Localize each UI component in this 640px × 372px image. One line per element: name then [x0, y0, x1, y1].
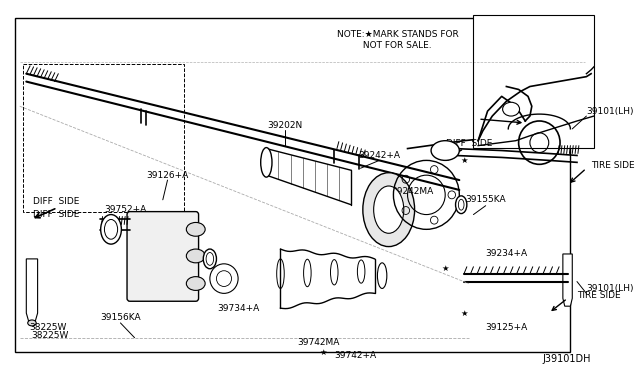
Text: NOT FOR SALE.: NOT FOR SALE. [337, 41, 431, 49]
Text: 39126+A: 39126+A [147, 171, 189, 180]
Ellipse shape [28, 320, 36, 326]
Ellipse shape [186, 277, 205, 291]
Text: TIRE SIDE: TIRE SIDE [577, 291, 621, 300]
Text: 39101(LH): 39101(LH) [586, 284, 634, 293]
Ellipse shape [206, 253, 214, 265]
Text: 39125+A: 39125+A [485, 323, 527, 332]
Ellipse shape [363, 173, 415, 247]
Ellipse shape [100, 215, 122, 244]
Bar [24, 64, 184, 212]
Text: 39734+A: 39734+A [217, 304, 259, 312]
Ellipse shape [378, 263, 387, 288]
Ellipse shape [186, 249, 205, 263]
Text: 38225W: 38225W [31, 331, 68, 340]
Text: ★: ★ [319, 348, 326, 357]
Ellipse shape [431, 141, 460, 160]
Ellipse shape [204, 249, 216, 269]
Ellipse shape [260, 148, 272, 177]
Text: 39101(LH): 39101(LH) [586, 107, 634, 116]
Text: 39156KA: 39156KA [100, 314, 141, 323]
Text: 38225W: 38225W [29, 323, 67, 332]
FancyBboxPatch shape [127, 212, 198, 301]
Ellipse shape [374, 186, 404, 233]
Ellipse shape [502, 102, 520, 116]
Text: 39742+A: 39742+A [335, 351, 377, 360]
Text: 39202N: 39202N [268, 121, 303, 131]
Text: DIFF  SIDE: DIFF SIDE [445, 139, 492, 148]
Polygon shape [563, 254, 572, 306]
Text: 39155KA: 39155KA [465, 195, 506, 204]
Text: 39242MA: 39242MA [391, 187, 433, 196]
Text: 39234+A: 39234+A [485, 250, 527, 259]
Text: 39742MA: 39742MA [297, 338, 339, 347]
Text: 39752+A: 39752+A [104, 205, 147, 214]
Text: ★: ★ [460, 156, 468, 165]
Ellipse shape [456, 196, 467, 214]
Ellipse shape [186, 222, 205, 236]
Bar [474, 15, 594, 148]
Text: J39101DH: J39101DH [543, 355, 591, 364]
Polygon shape [26, 259, 38, 323]
Ellipse shape [104, 219, 118, 239]
Ellipse shape [458, 199, 464, 210]
Text: ★: ★ [460, 308, 468, 318]
Text: ★: ★ [442, 264, 449, 273]
Text: DIFF  SIDE: DIFF SIDE [33, 197, 79, 206]
Text: NOTE:★MARK STANDS FOR: NOTE:★MARK STANDS FOR [337, 30, 459, 39]
Text: DIFF  SIDE: DIFF SIDE [33, 210, 79, 219]
Text: 39242+A: 39242+A [358, 151, 400, 160]
Text: TIRE SIDE: TIRE SIDE [591, 161, 635, 170]
